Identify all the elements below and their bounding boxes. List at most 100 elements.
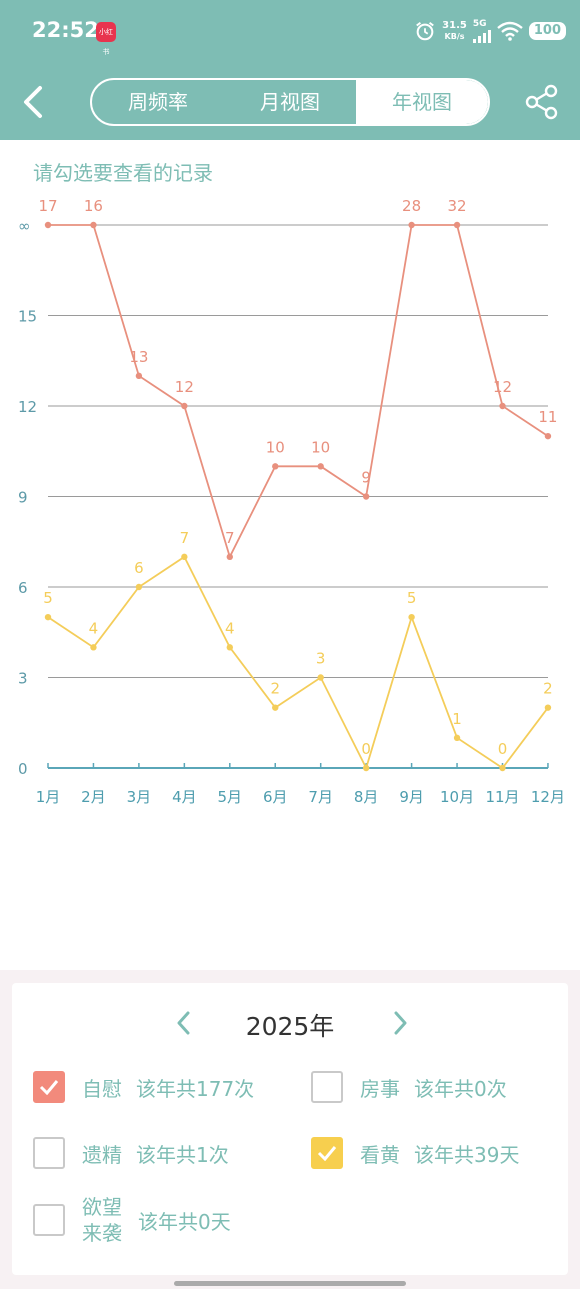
data-label: 12 [175, 378, 194, 396]
data-label: 28 [402, 197, 421, 215]
data-point [408, 613, 415, 621]
record-intercourse[interactable]: 房事 该年共0次 [311, 1071, 507, 1103]
y-tick-label: ∞ [18, 217, 31, 235]
data-label: 1 [452, 710, 462, 728]
record-name: 欲望 来袭 [82, 1194, 124, 1246]
x-tick-label: 9月 [399, 788, 424, 806]
data-point [272, 463, 279, 470]
prev-year-button[interactable] [170, 1005, 200, 1041]
checkbox-desire[interactable] [33, 1204, 65, 1236]
data-label: 16 [84, 197, 103, 215]
data-label: 3 [316, 650, 326, 668]
check-icon [39, 1080, 59, 1095]
record-emission[interactable]: 遗精 该年共1次 [33, 1137, 229, 1169]
record-total: 该年共1次 [136, 1142, 229, 1167]
x-tick-label: 10月 [440, 788, 474, 806]
data-label: 5 [407, 589, 417, 607]
data-point [181, 402, 188, 410]
cellular-icon: 5G [472, 19, 491, 43]
x-tick-label: 5月 [218, 788, 243, 806]
x-tick-label: 7月 [308, 788, 333, 806]
wifi-icon [497, 21, 523, 41]
data-label: 12 [493, 378, 512, 396]
data-point [544, 432, 552, 440]
battery-indicator: 100 [528, 22, 566, 40]
data-point [226, 553, 233, 561]
next-year-button[interactable] [384, 1005, 414, 1041]
data-point [44, 613, 52, 621]
y-tick-label: 0 [18, 760, 28, 778]
data-label: 0 [361, 740, 371, 758]
x-tick-label: 3月 [127, 788, 152, 806]
record-name-line2: 来袭 [82, 1221, 122, 1245]
x-tick-label: 11月 [485, 788, 519, 806]
series-line [48, 224, 549, 560]
data-point [499, 764, 506, 772]
data-point [272, 704, 279, 711]
alarm-icon [416, 21, 435, 41]
y-tick-label: 6 [18, 579, 28, 597]
checkbox-emission[interactable] [33, 1137, 65, 1169]
data-point [90, 221, 97, 229]
data-point [135, 583, 143, 591]
record-total: 该年共39天 [414, 1142, 520, 1167]
data-point [453, 734, 461, 742]
x-tick-label: 2月 [81, 788, 106, 806]
data-point [499, 402, 506, 410]
data-label: 13 [129, 348, 148, 366]
record-watch-porn[interactable]: 看黄 该年共39天 [311, 1137, 519, 1169]
speed-unit: KB/s [444, 32, 465, 41]
data-point [317, 674, 324, 681]
data-label: 17 [38, 197, 57, 215]
data-label: 4 [225, 619, 235, 637]
data-point [317, 463, 324, 470]
record-name: 房事 [360, 1076, 400, 1101]
data-point [408, 221, 415, 229]
data-label: 4 [89, 619, 99, 637]
record-masturbation[interactable]: 自慰 该年共177次 [33, 1071, 254, 1103]
x-tick-label: 8月 [354, 788, 379, 806]
record-name: 遗精 [82, 1142, 122, 1167]
data-label: 2 [543, 680, 553, 698]
chart-hint: 请勾选要查看的记录 [33, 161, 213, 185]
record-desire[interactable]: 欲望 来袭 该年共0天 [33, 1194, 231, 1246]
x-tick-label: 1月 [36, 788, 61, 806]
data-label: 10 [266, 438, 285, 456]
y-tick-label: 9 [18, 489, 28, 507]
data-label: 7 [225, 529, 235, 547]
tab-week-frequency[interactable]: 周频率 [128, 90, 188, 114]
year-label: 2025年 [245, 1012, 335, 1041]
tab-year-view[interactable]: 年视图 [356, 80, 488, 124]
back-button[interactable] [18, 84, 50, 120]
notification-app-icon: 小红书 [96, 22, 116, 56]
data-point [181, 553, 188, 561]
tab-month-view[interactable]: 月视图 [260, 90, 320, 114]
data-label: 0 [498, 740, 508, 758]
record-name-line1: 欲望 [82, 1195, 122, 1219]
y-tick-label: 3 [18, 670, 28, 688]
data-label: 6 [134, 559, 144, 577]
data-label: 9 [361, 469, 371, 487]
data-point [453, 221, 461, 229]
record-total: 该年共0次 [414, 1076, 507, 1101]
checkbox-masturbation[interactable] [33, 1071, 65, 1103]
x-tick-label: 4月 [172, 788, 197, 806]
record-total: 该年共0天 [138, 1209, 231, 1234]
record-name: 自慰 [82, 1076, 122, 1101]
data-label: 32 [448, 197, 467, 215]
data-label: 10 [311, 438, 330, 456]
home-indicator[interactable] [174, 1281, 406, 1286]
data-point [226, 644, 233, 651]
share-button[interactable] [524, 84, 560, 120]
network-type: 5G [472, 19, 487, 29]
checkbox-intercourse[interactable] [311, 1071, 343, 1103]
data-point [135, 372, 143, 380]
checkbox-watch-porn[interactable] [311, 1137, 343, 1169]
chart-area: 请勾选要查看的记录 0 3 6 9 12 15 ∞ 1月 2月 3月 4月 5月 6月 7月 8月 9月 10月… [0, 140, 580, 970]
data-point [44, 221, 52, 229]
y-tick-label: 15 [18, 308, 37, 326]
data-label: 5 [43, 589, 53, 607]
record-total: 该年共177次 [136, 1076, 255, 1101]
data-point [544, 704, 552, 711]
